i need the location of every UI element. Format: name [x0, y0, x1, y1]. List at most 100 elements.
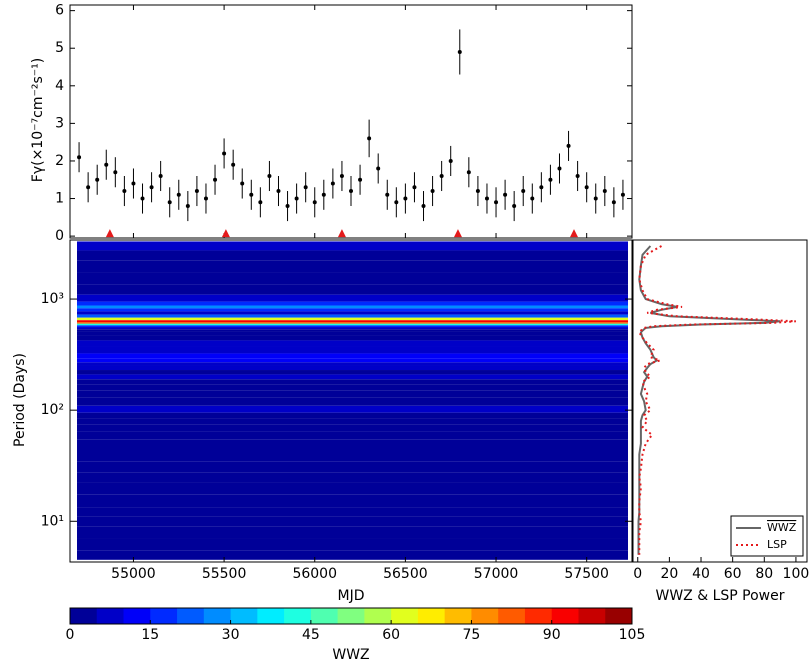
heatmap-cell: [77, 461, 628, 473]
y-tick-label: 2: [55, 153, 64, 169]
data-point: [167, 200, 172, 205]
heatmap-cell: [77, 329, 628, 332]
data-point: [475, 189, 480, 194]
data-point: [321, 192, 326, 197]
legend-label: WWZ: [767, 521, 797, 534]
data-point: [412, 185, 417, 190]
plot-frame: [632, 239, 808, 563]
heatmap-cell: [77, 507, 628, 517]
heatmap-cell: [77, 494, 628, 508]
data-point: [421, 204, 426, 209]
colorbar-segment: [337, 608, 365, 624]
data-point: [484, 196, 489, 201]
y-tick-label: 10¹: [41, 513, 64, 529]
colorbar-segment: [578, 608, 606, 624]
y-tick-label: 3: [55, 115, 64, 131]
colorbar-segment: [257, 608, 285, 624]
data-point: [131, 181, 136, 186]
heatmap-cell: [77, 390, 628, 398]
heatmap-cell: [77, 362, 628, 366]
heatmap-cell: [77, 320, 628, 323]
y-tick-label: 1: [55, 191, 64, 207]
data-point: [267, 173, 272, 178]
heatmap-cell: [77, 322, 628, 324]
data-point: [231, 162, 236, 167]
data-point: [77, 155, 82, 160]
x-tick-label: 80: [755, 566, 773, 582]
heatmap-cell: [77, 331, 628, 336]
period-marker: [221, 229, 230, 238]
data-point: [339, 173, 344, 178]
heatmap-cell: [77, 305, 628, 309]
y-tick-label: 0: [55, 228, 64, 244]
heatmap-cell: [77, 439, 628, 449]
colorbar-segment: [605, 608, 633, 624]
heatmap-cell: [77, 370, 628, 375]
data-point: [194, 189, 199, 194]
data-point: [140, 196, 145, 201]
data-point: [104, 162, 109, 167]
heatmap-cell: [77, 482, 628, 495]
colorbar-tick-label: 90: [543, 627, 561, 643]
heatmap-cell: [77, 323, 628, 326]
heatmap-cell: [77, 397, 628, 406]
plot-frame: [69, 4, 633, 239]
data-point: [385, 192, 390, 197]
data-point: [611, 200, 616, 205]
data-point: [149, 185, 154, 190]
heatmap-cell: [77, 516, 628, 527]
data-point: [330, 181, 335, 186]
x-tick-label: 57000: [474, 566, 519, 582]
x-tick-label: 55500: [202, 566, 247, 582]
colorbar-segment: [551, 608, 579, 624]
data-point: [503, 192, 508, 197]
heatmap-cell: [77, 418, 628, 425]
colorbar-tick-label: 105: [619, 627, 646, 643]
x-tick-label: 57500: [564, 566, 609, 582]
data-point: [113, 170, 118, 175]
data-point: [557, 166, 562, 171]
colorbar-segment: [284, 608, 312, 624]
heatmap-cell: [77, 405, 628, 413]
x-tick-label: 60: [724, 566, 742, 582]
data-point: [358, 177, 363, 182]
power-line: [638, 245, 796, 555]
colorbar-tick-label: 60: [382, 627, 400, 643]
heatmap-cell: [77, 538, 628, 551]
y-tick-label: 6: [55, 3, 64, 19]
colorbar-segment: [96, 608, 125, 624]
data-point: [276, 189, 281, 194]
y-tick-label: 10³: [41, 291, 64, 307]
data-point: [376, 166, 381, 171]
x-tick-label: 0: [633, 566, 642, 582]
data-point: [584, 185, 589, 190]
heatmap-cell: [77, 301, 628, 306]
data-point: [95, 177, 100, 182]
data-point: [285, 204, 290, 209]
y-tick-label: 5: [55, 40, 64, 56]
x-tick-label: 20: [660, 566, 678, 582]
data-point: [185, 204, 190, 209]
data-point: [240, 181, 245, 186]
heatmap-cell: [77, 431, 628, 440]
data-point: [439, 173, 444, 178]
data-point: [403, 196, 408, 201]
heatmap-cell: [77, 448, 628, 462]
x-tick-label: 56500: [383, 566, 428, 582]
data-point: [367, 136, 372, 141]
heatmap-cell: [77, 526, 628, 539]
period-marker: [453, 229, 462, 238]
y-axis-label: Period (Days): [12, 353, 28, 447]
heatmap-cell: [77, 284, 628, 295]
colorbar-label: WWZ: [332, 647, 369, 663]
colorbar-segment: [471, 608, 499, 624]
heatmap-cell: [77, 294, 628, 302]
colorbar-segment: [524, 608, 553, 624]
x-axis-label: MJD: [338, 588, 365, 604]
data-point: [530, 196, 535, 201]
heatmap-cell: [77, 353, 628, 359]
x-tick-label: 56000: [292, 566, 337, 582]
data-point: [521, 189, 526, 194]
heatmap-cell: [77, 327, 628, 330]
